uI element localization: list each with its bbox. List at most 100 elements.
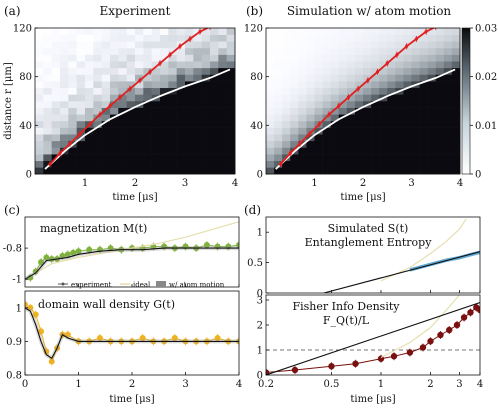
heatmap-cell [435, 107, 445, 115]
heatmap-cell [306, 28, 315, 35]
heatmap-cell [126, 140, 136, 148]
heatmap-cell [403, 114, 412, 122]
heatmap-cell [290, 28, 299, 35]
heatmap-cell [435, 34, 445, 42]
data-point [27, 304, 34, 311]
heatmap-cell [403, 134, 412, 142]
heatmap-cell [314, 54, 323, 62]
heatmap-cell [218, 140, 227, 148]
heatmap-cell [427, 120, 437, 128]
heatmap-cell [427, 107, 437, 115]
x-tick-label: 1 [378, 379, 384, 390]
heatmap-cell [322, 87, 331, 95]
heatmap-cell [419, 140, 428, 148]
heatmap-cell [419, 34, 428, 42]
heatmap-cell [427, 101, 437, 108]
heatmap-cell [306, 140, 315, 148]
data-point [38, 259, 45, 266]
heatmap-cell [419, 47, 428, 55]
heatmap-cell [435, 41, 445, 49]
heatmap-cell [298, 101, 307, 108]
heatmap-cell [427, 47, 437, 55]
legend-experiment: experiment [71, 281, 112, 289]
heatmap-cell [85, 127, 94, 135]
heatmap-cell [51, 74, 61, 82]
heatmap-cell [427, 28, 437, 35]
heatmap-cell [338, 87, 348, 95]
red-point [317, 122, 321, 126]
heatmap-cell [76, 47, 86, 55]
heatmap-cell [126, 54, 136, 62]
heatmap-cell [290, 87, 299, 95]
w-atom-motion-line [25, 307, 239, 359]
heatmap-cell [443, 81, 453, 89]
heatmap-cell [274, 34, 283, 42]
heatmap-cell [411, 160, 420, 168]
heatmap-cell [274, 28, 283, 35]
heatmap-cell [274, 94, 283, 102]
heatmap-cell [135, 107, 144, 115]
heatmap-cell [85, 147, 94, 155]
heatmap-cell [403, 120, 412, 128]
heatmap-cell [43, 127, 52, 135]
heatmap-cell [143, 154, 152, 162]
heatmap-cell [282, 101, 291, 108]
heatmap-cell [126, 160, 136, 168]
heatmap-cell [363, 61, 372, 69]
heatmap-cell [135, 81, 144, 89]
red-point [327, 112, 331, 116]
heatmap-cell [314, 87, 323, 95]
heatmap-cell [226, 67, 236, 75]
heatmap-cell [110, 87, 119, 95]
heatmap-cell [419, 160, 428, 168]
white-curve [275, 68, 456, 170]
heatmap-cell [266, 28, 275, 35]
heatmap-cell [193, 114, 202, 122]
heatmap-cell [201, 74, 211, 82]
heatmap-cell [274, 67, 283, 75]
heatmap-cell [118, 101, 127, 108]
heatmap-cell [185, 54, 194, 62]
heatmap-cell [282, 28, 291, 35]
heatmap-cell [126, 28, 136, 35]
heatmap-cell [290, 134, 299, 142]
heatmap-cell [93, 67, 102, 75]
heatmap-cell [427, 41, 437, 49]
panel-a-heatmap [35, 28, 236, 175]
heatmap-cell [210, 61, 219, 69]
heatmap-cell [135, 74, 144, 82]
heatmap-cell [371, 167, 380, 175]
y-tick-label: 40 [250, 121, 263, 132]
heatmap-cell [387, 127, 396, 135]
heatmap-cell [151, 47, 161, 55]
heatmap-cell [160, 167, 169, 175]
heatmap-cell [210, 54, 219, 62]
heatmap-cell [160, 47, 169, 55]
red-point [158, 61, 162, 65]
heatmap-cell [354, 107, 364, 115]
heatmap-cell [35, 114, 44, 122]
panel-a-label: (a) [4, 4, 21, 18]
heatmap-cell [176, 67, 186, 75]
heatmap-cell [403, 147, 412, 155]
heatmap-cell [193, 47, 202, 55]
heatmap-cell [185, 61, 194, 69]
heatmap-cell [346, 41, 356, 49]
heatmap-cell [143, 101, 152, 108]
heatmap-cell [126, 134, 136, 142]
heatmap-cell [290, 114, 299, 122]
panel-d-top-frame [265, 216, 481, 294]
heatmap-cell [76, 120, 86, 128]
heatmap-cell [35, 54, 44, 62]
heatmap-cell [451, 87, 461, 95]
heatmap-cell [290, 167, 299, 175]
heatmap-cell [290, 34, 299, 42]
fit-line [323, 251, 480, 293]
data-point [75, 248, 82, 255]
fit-line [266, 301, 480, 375]
legend-ideal: ideal [133, 281, 151, 289]
heatmap-cell [371, 28, 380, 35]
heatmap-cell [201, 87, 211, 95]
heatmap-cell [93, 154, 102, 162]
heatmap-cell [110, 167, 119, 175]
